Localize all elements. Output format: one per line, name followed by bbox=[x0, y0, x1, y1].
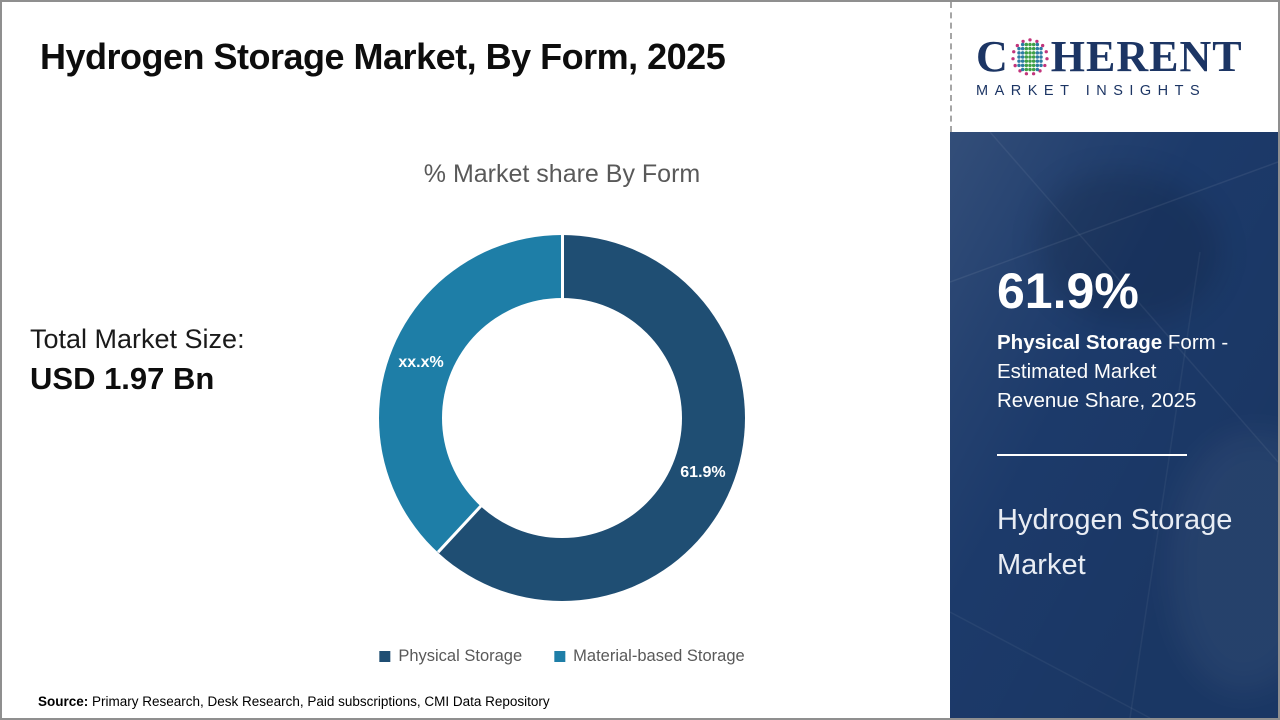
total-market-size-label: Total Market Size: bbox=[30, 324, 245, 354]
sidebar-map-lines bbox=[950, 132, 1278, 718]
chart-title: % Market share By Form bbox=[423, 160, 701, 188]
source-text: Primary Research, Desk Research, Paid su… bbox=[88, 694, 550, 709]
chart-legend: Physical Storage Material-based Storage bbox=[379, 647, 745, 666]
logo-letter-c: C bbox=[976, 32, 1009, 81]
source-label: Source: bbox=[38, 694, 89, 709]
donut-chart: 61.9% xx.x% bbox=[379, 235, 745, 601]
legend-item: Material-based Storage bbox=[554, 647, 745, 666]
slice-label: 61.9% bbox=[680, 464, 726, 482]
highlight-percentage: 61.9% bbox=[997, 263, 1139, 319]
logo-subtitle: MARKET INSIGHTS bbox=[976, 83, 1207, 99]
main-panel: Hydrogen Storage Market, By Form, 2025 %… bbox=[2, 2, 950, 718]
legend-swatch bbox=[554, 651, 566, 662]
legend-label: Material-based Storage bbox=[573, 647, 745, 665]
sidebar-sheen-overlay bbox=[950, 132, 1278, 718]
divider-line bbox=[997, 454, 1187, 456]
page-title: Hydrogen Storage Market, By Form, 2025 bbox=[40, 36, 726, 77]
legend-item: Physical Storage bbox=[379, 647, 522, 666]
donut-hole bbox=[442, 298, 682, 538]
total-market-size-value: USD 1.97 Bn bbox=[30, 361, 215, 396]
sidebar-map-texture bbox=[1040, 172, 1220, 322]
legend-swatch bbox=[379, 651, 391, 662]
total-market-size: Total Market Size: USD 1.97 Bn bbox=[30, 324, 245, 397]
logo-area: C HERENT MARKET INSIGHTS bbox=[950, 2, 1278, 132]
highlight-description-bold: Physical Storage bbox=[997, 331, 1163, 354]
coherent-logo-globe-icon bbox=[1011, 38, 1049, 76]
highlight-description-rest: Form - Estimated Market Revenue Share, 2… bbox=[997, 331, 1229, 412]
source-note: Source: Primary Research, Desk Research,… bbox=[38, 694, 550, 709]
coherent-logo: C HERENT bbox=[976, 35, 1278, 79]
sidebar: 61.9% Physical Storage Form - Estimated … bbox=[950, 132, 1278, 718]
logo-word-rest: HERENT bbox=[1050, 32, 1243, 81]
sidebar-market-name: Hydrogen Storage Market bbox=[997, 504, 1233, 581]
highlight-description: Physical Storage Form - Estimated Market… bbox=[997, 328, 1235, 415]
legend-label: Physical Storage bbox=[398, 647, 523, 665]
slice-label: xx.x% bbox=[398, 353, 444, 371]
